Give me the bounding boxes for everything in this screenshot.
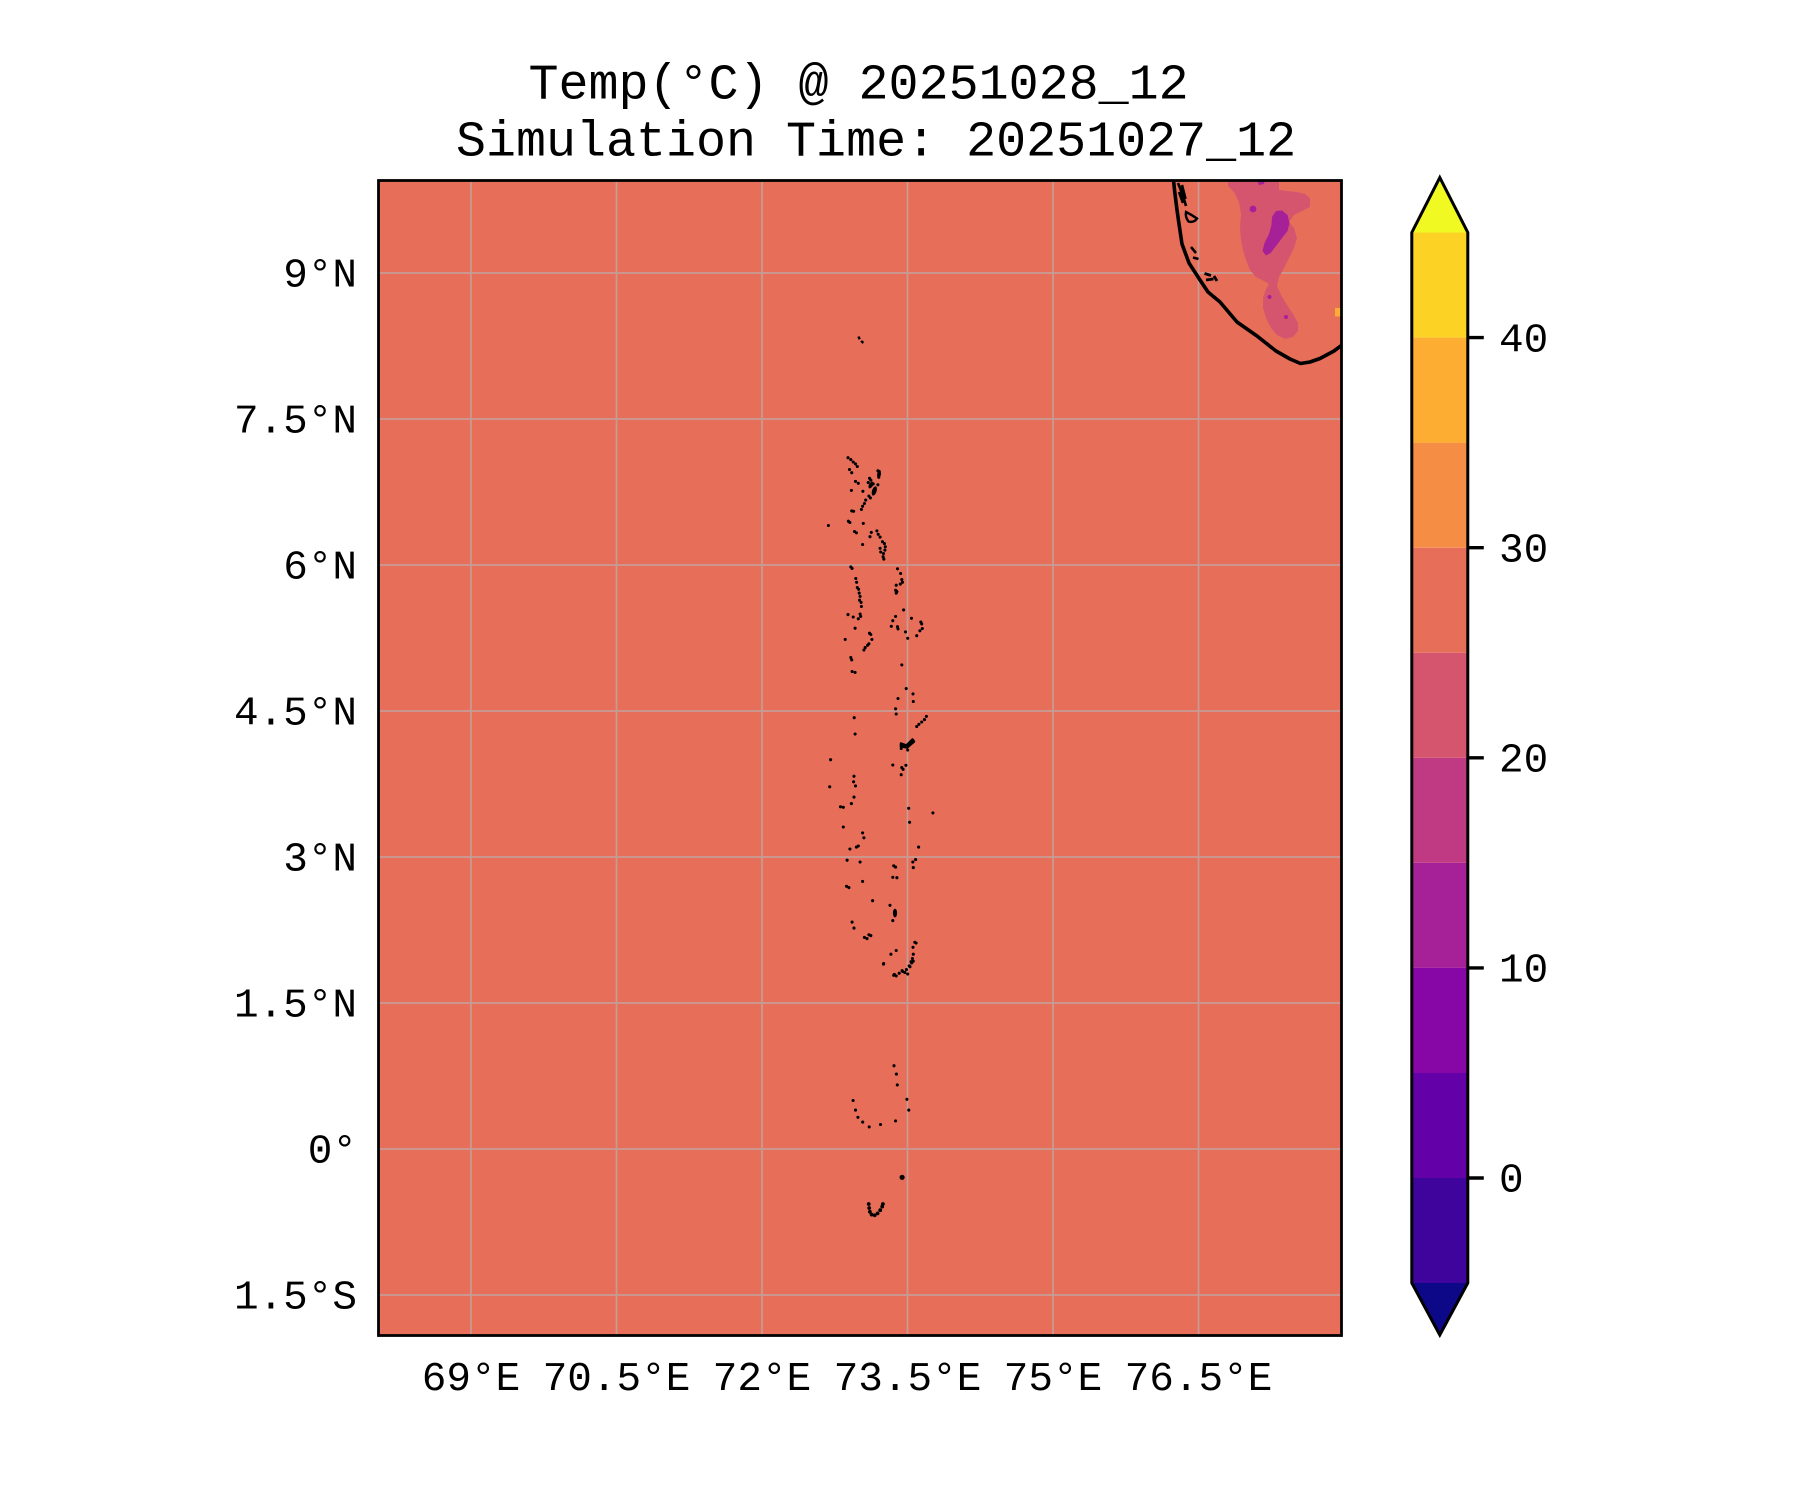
svg-text:Simulation Time: 20251027_12: Simulation Time: 20251027_12: [456, 115, 1296, 172]
svg-text:1.5°N: 1.5°N: [234, 984, 357, 1030]
svg-text:3°N: 3°N: [283, 838, 357, 884]
svg-text:76.5°E: 76.5°E: [1125, 1357, 1273, 1403]
svg-text:6°N: 6°N: [283, 546, 357, 592]
svg-text:30: 30: [1499, 528, 1548, 574]
svg-text:4.5°N: 4.5°N: [234, 692, 357, 738]
svg-text:40: 40: [1499, 318, 1548, 364]
svg-text:72°E: 72°E: [713, 1357, 811, 1403]
svg-text:73.5°E: 73.5°E: [834, 1357, 982, 1403]
svg-text:0: 0: [1499, 1159, 1524, 1205]
svg-text:7.5°N: 7.5°N: [234, 400, 357, 446]
svg-text:10: 10: [1499, 949, 1548, 995]
svg-text:1.5°S: 1.5°S: [234, 1276, 357, 1322]
svg-text:20: 20: [1499, 739, 1548, 785]
svg-text:75°E: 75°E: [1004, 1357, 1102, 1403]
svg-text:69°E: 69°E: [422, 1357, 520, 1403]
svg-text:Temp(°C) @ 20251028_12: Temp(°C) @ 20251028_12: [529, 58, 1189, 115]
svg-text:70.5°E: 70.5°E: [543, 1357, 691, 1403]
svg-text:9°N: 9°N: [283, 254, 357, 300]
svg-text:0°: 0°: [308, 1130, 357, 1176]
